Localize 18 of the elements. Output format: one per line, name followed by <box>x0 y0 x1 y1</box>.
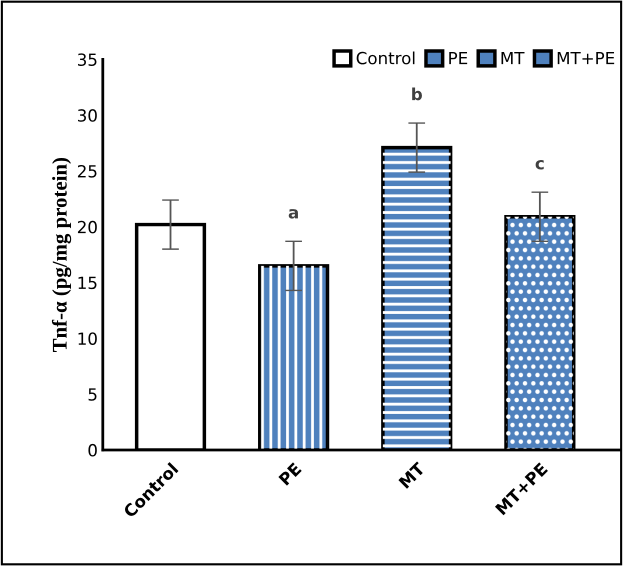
annotation: a <box>288 209 298 219</box>
y-tick-label: 5 <box>88 388 96 401</box>
y-tick-label: 25 <box>78 164 96 178</box>
legend-label: PE <box>449 52 468 64</box>
y-tick-label: 30 <box>78 109 97 122</box>
y-tick-label: 0 <box>88 444 97 457</box>
y-tick-label: 15 <box>78 276 96 290</box>
annotation: c <box>536 160 544 170</box>
annotation: b <box>412 87 422 100</box>
y-tick-label: 35 <box>78 53 96 66</box>
x-tick-label: PE <box>278 462 302 486</box>
y-tick-label: 20 <box>78 220 97 234</box>
y-axis-title: Tnf-α (pg/mg protein) <box>52 158 72 352</box>
legend-label: MT <box>502 52 525 64</box>
legend-label: Control <box>356 52 414 64</box>
y-tick-label: 10 <box>78 332 97 345</box>
legend-label: MT+PE <box>558 52 614 64</box>
x-tick-label: MT <box>398 462 426 489</box>
